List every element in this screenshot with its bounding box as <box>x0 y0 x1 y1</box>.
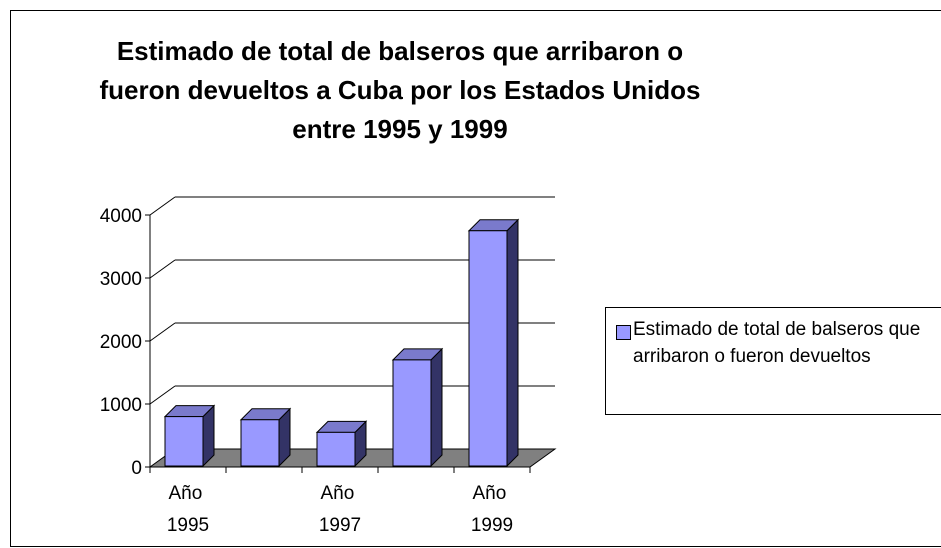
legend: Estimado de total de balseros que arriba… <box>605 307 941 415</box>
x-tick-label: Año 1997 <box>319 483 361 536</box>
bar-side <box>506 218 519 468</box>
x-tick-label: Año 1995 <box>167 483 209 536</box>
grid-line <box>149 385 176 405</box>
chart-frame <box>10 10 941 547</box>
grid-line <box>149 322 176 342</box>
y-tick-label: 1000 <box>100 395 142 416</box>
bar <box>392 359 432 467</box>
y-tick-label: 4000 <box>100 206 142 227</box>
bar-side <box>430 347 443 468</box>
y-tick-label: 0 <box>131 458 142 479</box>
grid-line <box>149 259 176 279</box>
bar <box>240 419 280 467</box>
bar <box>316 431 356 467</box>
grid-line <box>149 196 176 216</box>
bar <box>468 230 508 467</box>
bar <box>164 416 204 467</box>
chart-title: Estimado de total de balseros que arriba… <box>99 36 701 144</box>
y-tick-label: 2000 <box>100 332 142 353</box>
y-tick-label: 3000 <box>100 269 142 290</box>
legend-swatch <box>616 325 631 340</box>
legend-label: Estimado de total de balseros que arriba… <box>633 319 921 367</box>
x-tick-label: Año 1999 <box>471 483 513 536</box>
